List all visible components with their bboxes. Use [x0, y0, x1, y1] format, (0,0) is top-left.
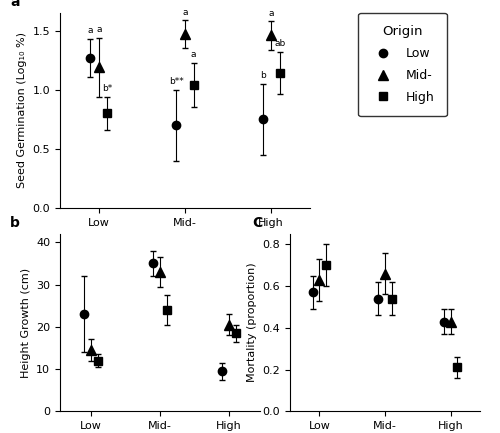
- Text: C: C: [252, 216, 262, 230]
- Text: a: a: [191, 50, 196, 59]
- Text: a: a: [96, 25, 102, 34]
- Text: a: a: [182, 7, 188, 16]
- Y-axis label: Seed Germination (Log₁₀ %): Seed Germination (Log₁₀ %): [17, 32, 27, 188]
- Y-axis label: Mortality (proportion): Mortality (proportion): [247, 263, 257, 382]
- Text: ab: ab: [274, 39, 285, 48]
- Text: a: a: [10, 0, 20, 9]
- Text: a: a: [268, 9, 274, 18]
- Text: a: a: [88, 26, 93, 36]
- Text: b*: b*: [102, 84, 113, 93]
- Text: b: b: [260, 71, 266, 80]
- Y-axis label: Height Growth (cm): Height Growth (cm): [20, 268, 30, 378]
- Legend: Low, Mid-, High: Low, Mid-, High: [358, 13, 447, 116]
- Text: b**: b**: [169, 77, 184, 86]
- Text: b: b: [10, 216, 20, 230]
